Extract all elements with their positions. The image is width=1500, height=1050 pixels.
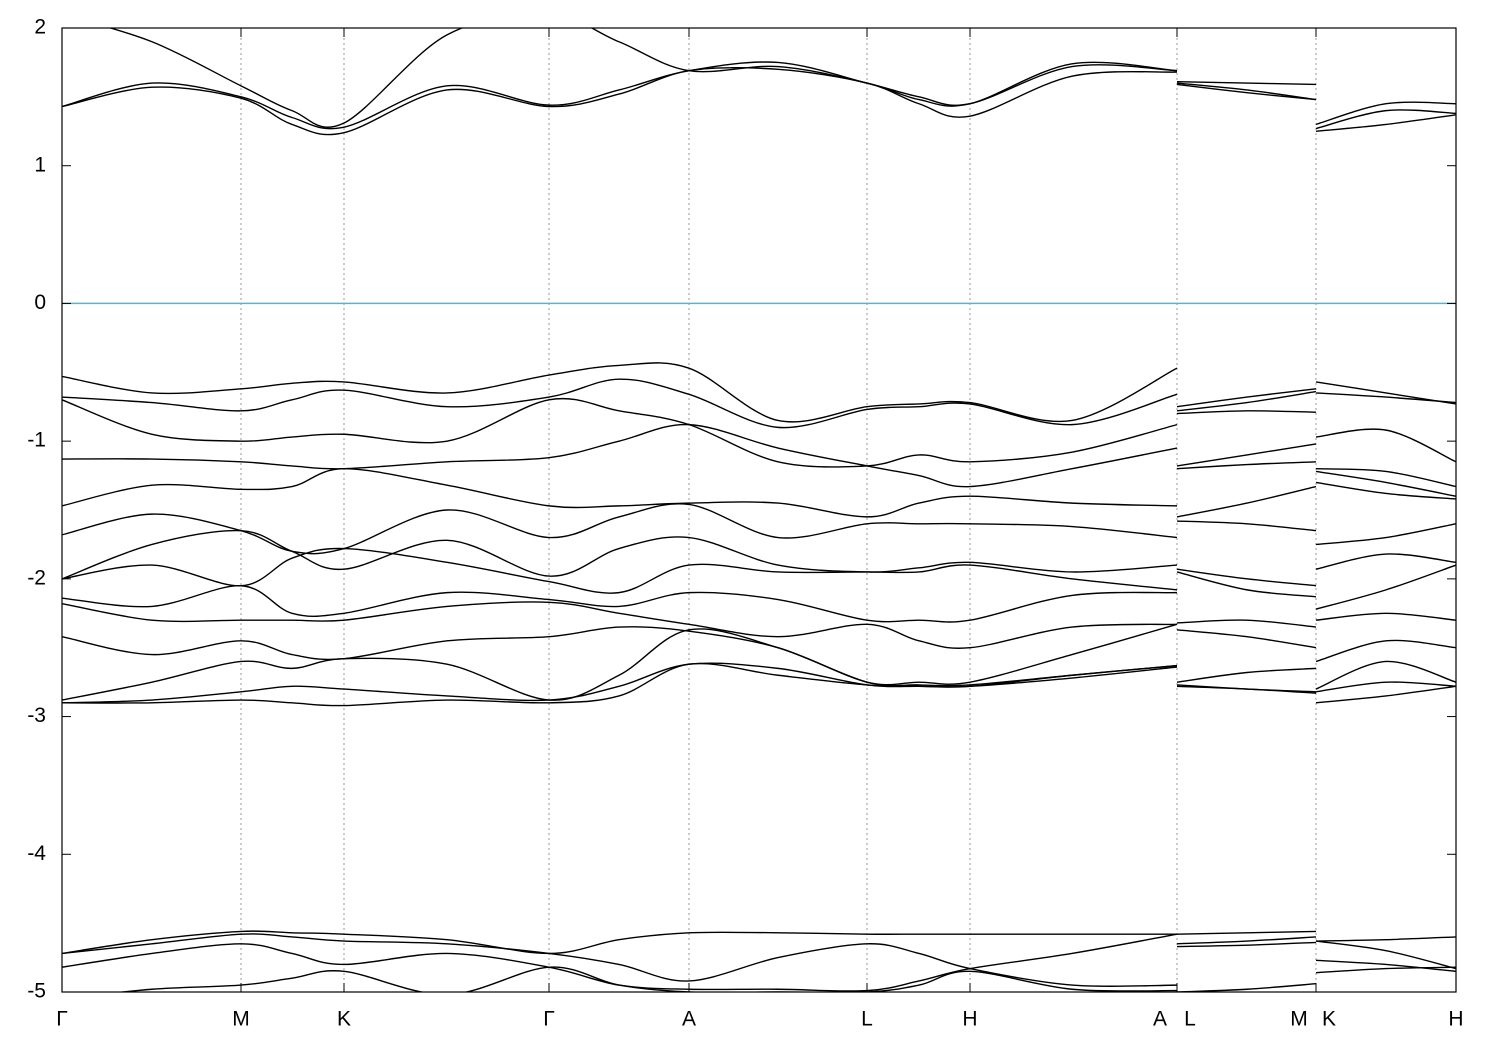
band-line: [62, 547, 1456, 594]
y-tick-label: 0: [34, 291, 46, 314]
x-tick-label: M: [1290, 1008, 1308, 1031]
band-line: [62, 623, 1456, 686]
x-tick-label: Γ: [543, 1008, 555, 1031]
x-tick-label: M: [232, 1008, 250, 1031]
x-tick-label: A: [1153, 1008, 1167, 1031]
y-tick-label: -2: [27, 566, 46, 589]
x-tick-label: Γ: [56, 1008, 68, 1031]
band-line: [62, 423, 1456, 488]
band-line: [62, 66, 1456, 136]
band-line: [62, 398, 1456, 468]
y-tick-label: 2: [34, 16, 46, 39]
band-line: [62, 378, 1456, 429]
band-line: [62, 628, 1456, 701]
y-tick-label: -3: [27, 704, 46, 727]
x-tick-label: K: [1322, 1008, 1336, 1031]
band-line: [62, 481, 1456, 555]
band-line: [62, 564, 1456, 623]
grid: [62, 28, 1456, 992]
band-line: [62, 461, 1456, 518]
plot-frame: [61, 27, 1457, 993]
y-tick-label: -4: [27, 842, 46, 865]
x-tick-label: H: [962, 1008, 977, 1031]
y-tick-label: -5: [27, 980, 46, 1003]
band-line: [62, 930, 1456, 955]
x-tick-label: L: [1184, 1008, 1196, 1031]
band-line: [62, 362, 1456, 423]
band-line: [62, 520, 1456, 580]
band-line: [62, 662, 1456, 707]
x-tick-label: L: [861, 1008, 873, 1031]
y-tick-label: -1: [27, 429, 46, 452]
x-tick-label: H: [1448, 1008, 1463, 1031]
band-line: [116, 966, 1456, 992]
band-line: [62, 61, 1456, 130]
band-line: [62, 601, 1456, 649]
y-tick-label: 1: [34, 153, 46, 176]
x-tick-label: A: [682, 1008, 696, 1031]
x-tick-label: K: [337, 1008, 351, 1031]
band-line: [108, 28, 1456, 130]
bands: [62, 28, 1456, 992]
band-line: [62, 662, 1456, 704]
band-line: [62, 933, 1456, 988]
